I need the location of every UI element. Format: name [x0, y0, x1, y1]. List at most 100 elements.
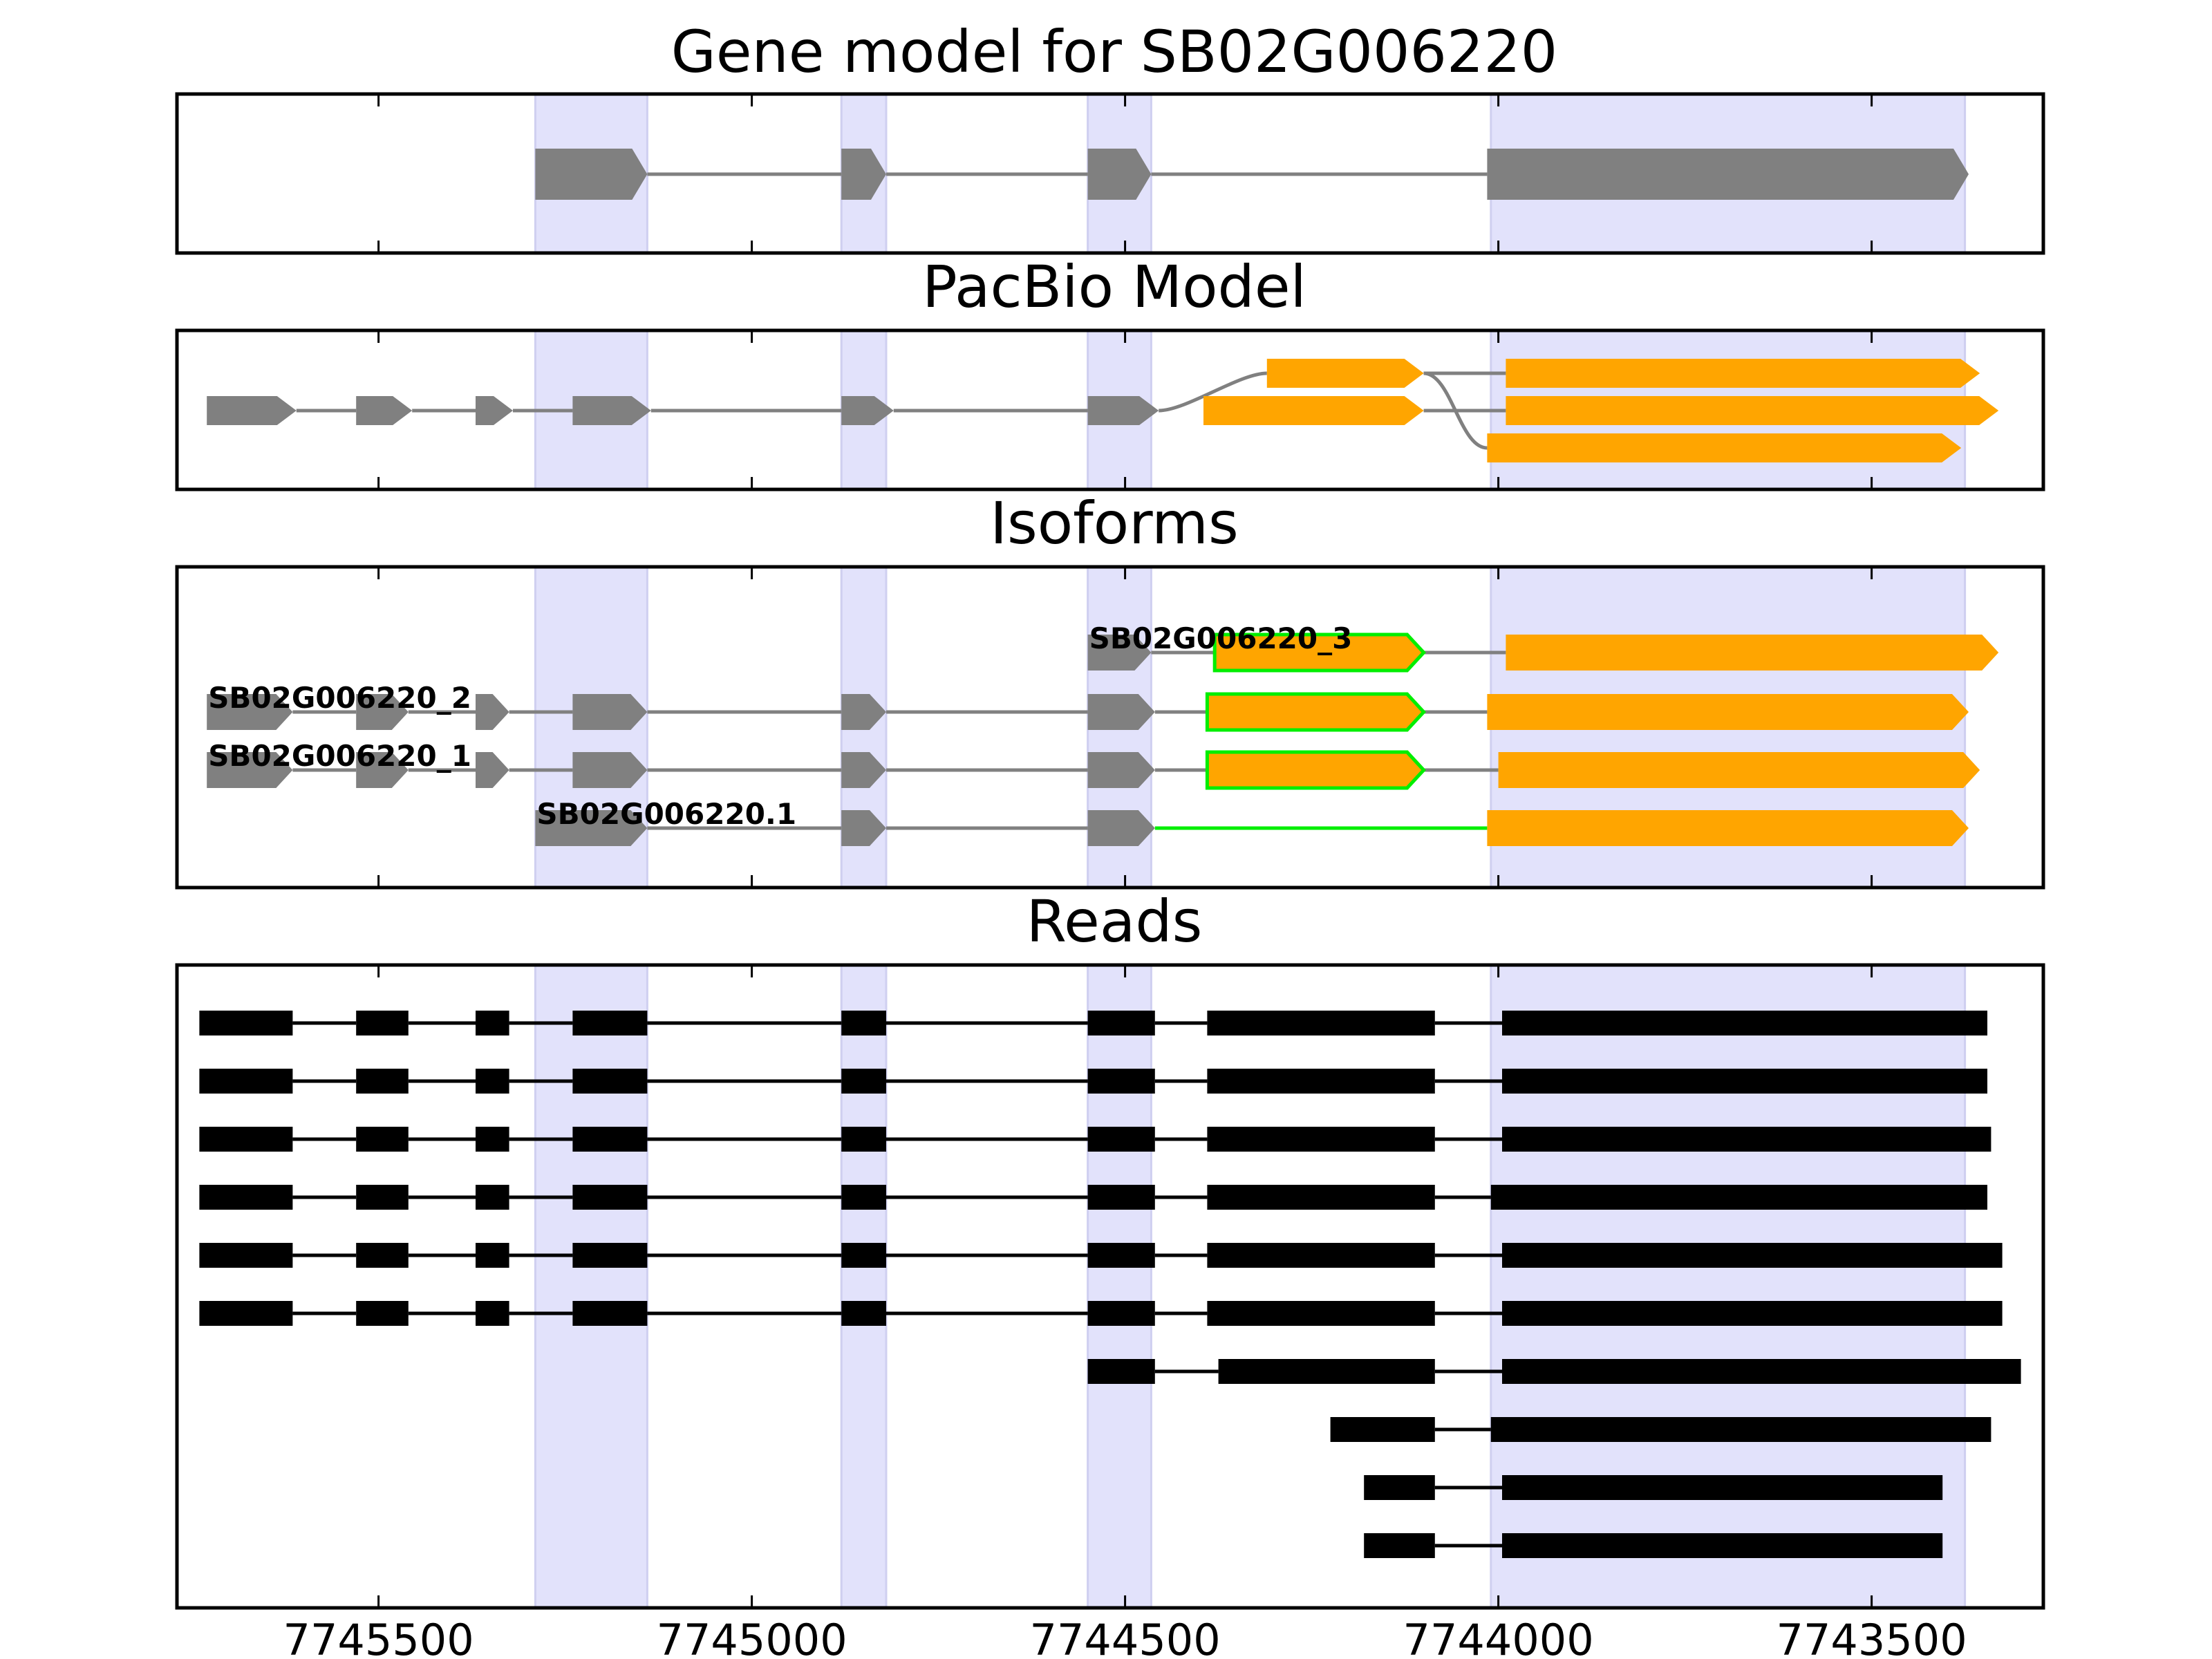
- read-block: [199, 1069, 293, 1094]
- panel-frame: [175, 328, 2045, 491]
- read-block: [1207, 1185, 1435, 1210]
- read-block: [356, 1243, 409, 1268]
- panel-title-pacbio-model: PacBio Model: [922, 253, 1306, 321]
- x-tick-label: 7744500: [1030, 1615, 1221, 1659]
- x-tick-label: 7744000: [1403, 1615, 1594, 1659]
- exon-block: [1087, 810, 1155, 846]
- highlight-region: [1087, 964, 1152, 1609]
- read-block: [199, 1301, 293, 1326]
- novel-exon-block: [1212, 632, 1427, 673]
- exon-block: [356, 396, 413, 425]
- exon-block: [1087, 694, 1155, 730]
- isoform-label: SB02G006220.1: [536, 797, 796, 831]
- read-block: [572, 1301, 648, 1326]
- highlight-region: [840, 964, 888, 1609]
- read-block: [841, 1127, 886, 1152]
- read-block: [841, 1011, 886, 1035]
- exon-block: [207, 752, 293, 788]
- read-block: [476, 1127, 509, 1152]
- read-block: [1087, 1069, 1155, 1094]
- exon-block: [1087, 752, 1155, 788]
- read-block: [1502, 1533, 1943, 1558]
- read-block: [1218, 1359, 1435, 1384]
- isoform-label: SB02G006220_1: [208, 739, 471, 773]
- exon-block: [572, 396, 651, 425]
- exon-block: [207, 396, 297, 425]
- read-block: [841, 1069, 886, 1094]
- read-block: [1502, 1475, 1943, 1500]
- exon-block: [1087, 396, 1159, 425]
- exon-block: [841, 752, 886, 788]
- exon-block: [1087, 635, 1152, 671]
- exon-block: [1203, 396, 1424, 425]
- exon-block: [1487, 810, 1969, 846]
- read-block: [572, 1069, 648, 1094]
- read-block: [476, 1301, 509, 1326]
- x-tick-label: 7745500: [283, 1615, 474, 1659]
- read-block: [1207, 1069, 1435, 1094]
- read-block: [1502, 1127, 1991, 1152]
- panel-frame: [175, 565, 2045, 890]
- read-block: [1364, 1533, 1435, 1558]
- exon-block: [1506, 359, 1980, 388]
- read-block: [356, 1069, 409, 1094]
- read-block: [1364, 1475, 1435, 1500]
- read-block: [1502, 1243, 2003, 1268]
- read-block: [476, 1243, 509, 1268]
- panel-gene-model: Gene model for SB02G006220: [175, 18, 2045, 255]
- read-block: [199, 1243, 293, 1268]
- read-block: [572, 1011, 648, 1035]
- read-block: [476, 1185, 509, 1210]
- exon-block: [1266, 359, 1424, 388]
- read-block: [1502, 1011, 1987, 1035]
- isoform-label: SB02G006220_2: [208, 681, 471, 715]
- pacbio-model-tracks: [175, 328, 2045, 491]
- read-block: [476, 1069, 509, 1094]
- panel-frame: [175, 92, 2045, 255]
- isoform-tracks: SB02G006220_3 SB02G006220_2 SB02G006220_1 S…: [175, 565, 2045, 890]
- exon-block: [841, 694, 886, 730]
- panel-isoforms: Isoforms SB02G006220_3SB02G006220_2SB02G…: [175, 489, 2045, 890]
- read-block: [199, 1185, 293, 1210]
- read-block: [356, 1011, 409, 1035]
- exon-block: [572, 694, 648, 730]
- exon-block: [572, 752, 648, 788]
- read-block: [841, 1185, 886, 1210]
- isoform-label: SB02G006220_3: [1089, 621, 1353, 655]
- read-block: [356, 1127, 409, 1152]
- read-block: [1087, 1127, 1155, 1152]
- read-block: [199, 1127, 293, 1152]
- gene-model-tracks: [175, 92, 2045, 255]
- read-block: [841, 1301, 886, 1326]
- read-block: [572, 1243, 648, 1268]
- exon-block: [1506, 396, 1999, 425]
- read-block: [1207, 1243, 1435, 1268]
- read-block: [1207, 1301, 1435, 1326]
- read-block: [1490, 1417, 1991, 1442]
- exon-block: [1087, 149, 1152, 200]
- read-block: [572, 1185, 648, 1210]
- read-block: [356, 1301, 409, 1326]
- intron-line: [1159, 371, 1267, 413]
- read-block: [1207, 1011, 1435, 1035]
- read-block: [1087, 1243, 1155, 1268]
- exon-block: [476, 396, 513, 425]
- exon-block: [1487, 433, 1962, 462]
- exon-block: [841, 396, 894, 425]
- read-block: [476, 1011, 509, 1035]
- x-axis-tick-labels: 7745500 7745000 7744500 7744000 7743500: [283, 1615, 1967, 1659]
- exon-block: [1487, 149, 1969, 200]
- exon-block: [1487, 694, 1969, 730]
- exon-block: [535, 149, 648, 200]
- exon-block: [476, 694, 509, 730]
- panel-title-gene-model: Gene model for SB02G006220: [671, 18, 1557, 86]
- read-block: [199, 1011, 293, 1035]
- novel-exon-block: [1205, 750, 1427, 790]
- highlight-region: [534, 964, 648, 1609]
- exon-block: [535, 810, 648, 846]
- read-block: [1087, 1011, 1155, 1035]
- read-block: [1087, 1185, 1155, 1210]
- panel-frame: [175, 963, 2045, 1610]
- exon-block: [841, 810, 886, 846]
